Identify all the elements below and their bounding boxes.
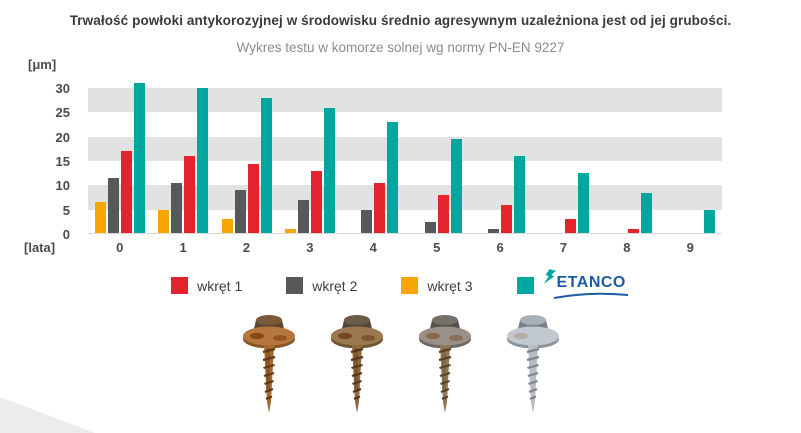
y-tick-label: 0 [62, 227, 70, 242]
grid-band [88, 88, 722, 113]
x-axis-unit: [lata] [24, 240, 56, 255]
chart-subtitle: Wykres testu w komorze solnej wg normy P… [236, 40, 565, 55]
bar-wkręt-3-year-1 [158, 209, 170, 234]
legend-label: wkręt 1 [197, 277, 243, 294]
logo-underline-swoosh [553, 292, 628, 299]
legend-item-wkręt-2: wkręt 2 [272, 277, 371, 294]
bar-wkręt-3-year-2 [221, 219, 233, 234]
bar-wkręt-2-year-2 [234, 190, 246, 234]
screw-photo-1 [242, 315, 295, 413]
x-tick-label: 8 [623, 240, 631, 255]
screw-photo-3 [418, 315, 471, 413]
bar-etanco-year-8 [640, 192, 652, 234]
bar-wkręt-2-year-3 [297, 199, 309, 234]
x-tick-label: 3 [306, 240, 314, 255]
bar-wkręt-2-year-5 [424, 221, 436, 234]
plot-area [88, 76, 722, 234]
x-tick-label: 1 [179, 240, 187, 255]
bar-etanco-year-2 [260, 97, 272, 234]
legend-label: wkręt 3 [427, 277, 473, 294]
bar-etanco-year-7 [577, 173, 589, 234]
bar-wkręt-2-year-1 [171, 182, 183, 234]
etanco-logo-text: ETANCO [556, 274, 626, 291]
bar-wkręt-1-year-5 [437, 195, 449, 234]
lightning-bolt-icon [543, 268, 556, 284]
screw-photo-4 [506, 315, 559, 413]
bar-wkręt-1-year-6 [501, 204, 513, 234]
bar-etanco-year-1 [197, 88, 209, 234]
x-tick-label: 4 [369, 240, 377, 255]
bar-wkręt-1-year-1 [184, 156, 196, 234]
legend-item-wkręt-1: wkręt 1 [157, 277, 256, 294]
y-tick-label: 20 [55, 129, 70, 145]
bar-etanco-year-3 [323, 107, 335, 234]
bar-wkręt-2-year-6 [488, 229, 500, 234]
grid-band [88, 136, 722, 162]
chart-legend: wkręt 1 wkręt 2 wkręt 3 ETANCO [0, 268, 801, 299]
legend-swatch [171, 277, 189, 294]
x-tick-label: 6 [496, 240, 504, 255]
bar-wkręt-1-year-0 [120, 151, 132, 234]
bar-etanco-year-0 [133, 83, 145, 234]
legend-swatch [516, 277, 534, 294]
y-tick-label: 30 [55, 81, 70, 97]
y-tick-label: 5 [62, 202, 70, 218]
bar-wkręt-2-year-0 [107, 178, 119, 234]
x-tick-label: 2 [242, 240, 251, 255]
y-tick-label: 10 [55, 178, 70, 194]
x-tick-label: 0 [116, 240, 124, 255]
x-tick-label: 9 [686, 240, 694, 255]
y-tick-label: 15 [55, 154, 70, 170]
etanco-logo: ETANCO [543, 268, 630, 299]
bar-wkręt-1-year-3 [310, 170, 322, 234]
chart-title: Trwałość powłoki antykorozyjnej w środow… [69, 13, 732, 28]
y-axis-labels: 0 5 10 15 20 25 30 [34, 76, 76, 242]
bar-wkręt-1-year-4 [374, 182, 386, 234]
bar-etanco-year-9 [704, 209, 716, 234]
legend-item-wkręt-3: wkręt 3 [387, 277, 486, 294]
legend-swatch [286, 277, 304, 294]
bar-wkręt-1-year-8 [627, 229, 639, 234]
y-axis-unit: [μm] [28, 57, 57, 72]
x-tick-label: 5 [433, 240, 441, 255]
bar-etanco-year-6 [514, 156, 526, 234]
bar-wkręt-2-year-4 [361, 209, 373, 234]
bar-wkręt-1-year-7 [564, 219, 576, 234]
corner-decoration [0, 397, 95, 433]
x-tick-label: 7 [559, 240, 568, 255]
legend-label: wkręt 2 [312, 277, 358, 294]
bar-etanco-year-5 [450, 139, 462, 234]
x-axis-labels: 0 1 2 3 4 5 6 7 8 9 [88, 240, 722, 256]
bar-wkręt-1-year-2 [247, 163, 259, 234]
y-tick-label: 25 [55, 105, 70, 121]
legend-swatch [401, 277, 419, 294]
bar-wkręt-3-year-0 [94, 202, 106, 234]
bar-etanco-year-4 [387, 122, 399, 234]
bar-wkręt-3-year-3 [284, 229, 296, 234]
grid-band [88, 185, 722, 210]
screw-photo-2 [330, 315, 383, 413]
screw-photos-row [0, 306, 801, 418]
legend-item-etanco: ETANCO [503, 268, 644, 299]
